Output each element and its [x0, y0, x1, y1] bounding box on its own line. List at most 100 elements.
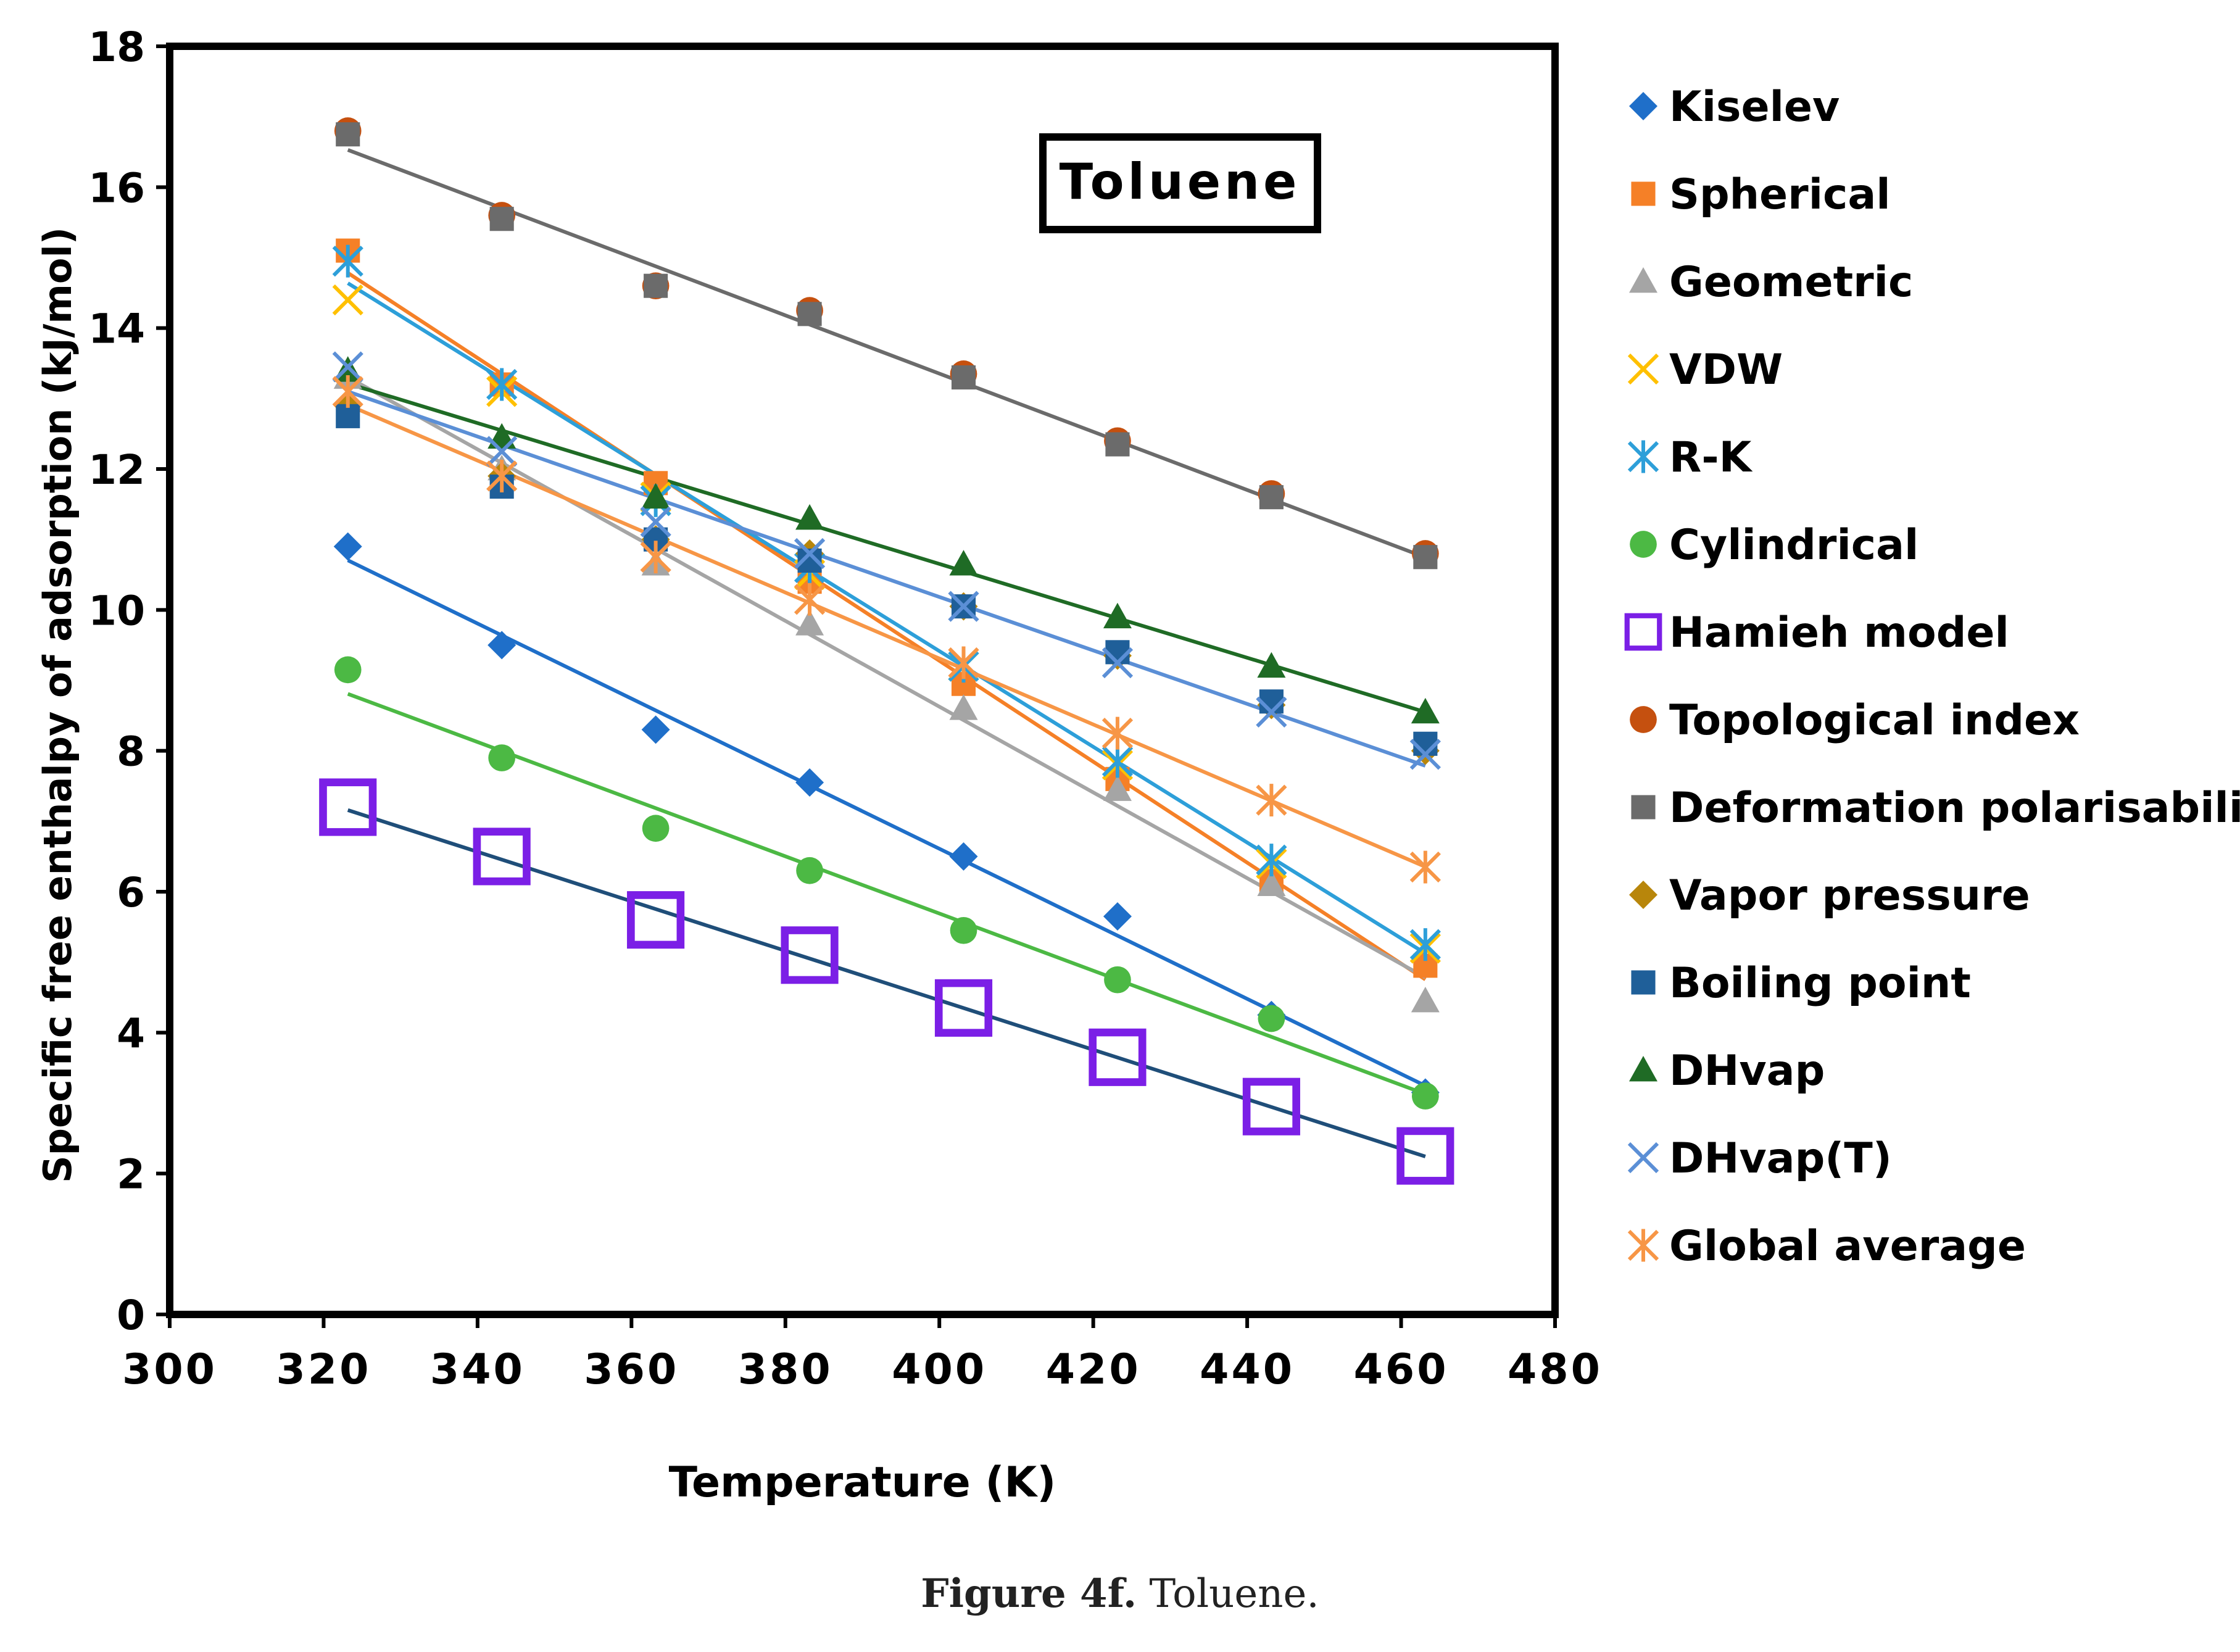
data-point-s14-8	[1409, 850, 1441, 884]
data-point-s9-7	[1259, 485, 1284, 510]
caption-text: Toluene.	[1149, 1571, 1319, 1617]
legend-marker-13	[1627, 1142, 1659, 1174]
data-point-s3-5	[949, 694, 978, 720]
data-point-s3-8	[1411, 986, 1440, 1013]
data-point-s9-3	[644, 273, 668, 298]
x-tick-label-7: 420	[1046, 1345, 1141, 1394]
x-tick-label-5: 380	[738, 1345, 833, 1394]
y-tick-label-7: 12	[88, 446, 145, 494]
legend-item-13: DHvap(T)	[1627, 1134, 1892, 1183]
data-point-s9-5	[951, 365, 976, 390]
y-tick-label-9: 16	[88, 164, 145, 212]
data-point-s5-7	[1256, 844, 1287, 877]
data-point-s12-3	[641, 483, 670, 509]
data-point-s7-5	[934, 979, 993, 1037]
data-point-s13-7	[1256, 696, 1287, 728]
legend-label-3: Geometric	[1669, 258, 1913, 307]
y-axis-title: Specific free enthalpy of adsorption (kJ…	[35, 227, 80, 1183]
data-point-s14-3	[640, 541, 671, 574]
legend-label-7: Hamieh model	[1669, 608, 2009, 657]
chart-title: Toluene	[1060, 153, 1301, 210]
trendline-14	[347, 403, 1427, 869]
legend-marker-8	[1630, 706, 1657, 733]
legend-item-8: Topological index	[1630, 696, 2080, 745]
data-point-s12-5	[949, 550, 978, 576]
legend-marker-1	[1629, 92, 1657, 120]
data-markers	[319, 117, 1454, 1185]
legend-label-6: Cylindrical	[1669, 521, 1919, 570]
x-tick-label-2: 320	[276, 1345, 371, 1394]
legend-item-9: Deformation polarisability	[1631, 784, 2240, 832]
legend-marker-5	[1627, 440, 1659, 473]
data-point-s7-1	[319, 778, 377, 836]
caption-label: Figure 4f.	[921, 1571, 1137, 1617]
y-tick-label-4: 6	[117, 869, 145, 916]
legend-label-2: Spherical	[1669, 170, 1891, 219]
data-point-s13-5	[948, 591, 979, 622]
data-point-s14-2	[486, 459, 518, 492]
trendline-12	[347, 381, 1426, 714]
data-point-s7-6	[1089, 1028, 1147, 1086]
legend-label-9: Deformation polarisability	[1669, 784, 2240, 832]
data-point-s5-8	[1409, 928, 1441, 961]
data-point-s12-4	[795, 504, 824, 530]
x-axis-title: Temperature (K)	[669, 1458, 1056, 1507]
y-tick-label-10: 18	[88, 23, 145, 71]
legend-marker-12	[1629, 1056, 1657, 1082]
legend-item-4: VDW	[1627, 346, 1783, 394]
legend-marker-6	[1630, 531, 1657, 558]
legend-label-11: Boiling point	[1669, 959, 1971, 1008]
legend-marker-9	[1631, 795, 1656, 820]
title-box	[1039, 133, 1321, 233]
data-point-s6-8	[1411, 1082, 1439, 1110]
y-tick-label-6: 10	[88, 587, 145, 634]
data-point-s6-3	[642, 815, 670, 842]
data-point-s13-4	[794, 538, 826, 570]
data-point-s14-6	[1101, 716, 1134, 750]
legend-item-2: Spherical	[1631, 170, 1891, 219]
trendline-13	[347, 389, 1426, 768]
trendlines	[347, 148, 1427, 1158]
legend-label-1: Kiselev	[1669, 83, 1840, 131]
data-point-s4-1	[332, 284, 363, 316]
data-point-s1-5	[949, 842, 978, 871]
legend-marker-4	[1627, 353, 1659, 385]
data-point-s6-4	[796, 857, 823, 884]
legend-item-12: DHvap	[1629, 1047, 1825, 1095]
data-point-s3-7	[1257, 870, 1286, 896]
y-tick-label-3: 4	[117, 1010, 145, 1057]
data-point-s13-1	[332, 351, 363, 383]
data-point-s9-8	[1413, 545, 1438, 570]
data-point-s5-6	[1101, 745, 1134, 778]
axes: 300 320 340 360 380 400 420 440 460 480 0 2 4 6 8 10 12 1…	[35, 23, 1600, 1507]
data-point-s3-4	[795, 610, 824, 636]
data-point-s13-3	[640, 506, 671, 538]
trendline-6	[347, 692, 1426, 1096]
data-point-s11-1	[336, 404, 360, 428]
data-point-s1-6	[1103, 902, 1132, 931]
data-point-s9-4	[797, 302, 822, 326]
legend-label-12: DHvap	[1669, 1047, 1825, 1095]
trendline-2	[347, 271, 1427, 981]
x-tick-label-8: 440	[1200, 1345, 1295, 1394]
data-point-s6-1	[334, 656, 362, 684]
data-point-s13-2	[486, 436, 518, 467]
data-point-s1-1	[333, 532, 362, 561]
plot-frame	[166, 43, 1559, 1318]
x-tick-label-3: 340	[430, 1345, 525, 1394]
y-tick-label-2: 2	[117, 1151, 145, 1198]
legend-marker-14	[1627, 1229, 1659, 1262]
data-point-s1-2	[487, 631, 516, 660]
legend-item-5: R-K	[1627, 433, 1753, 482]
trendline-3	[347, 375, 1427, 979]
data-point-s3-6	[1103, 775, 1132, 801]
legend-label-13: DHvap(T)	[1669, 1134, 1892, 1183]
x-tick-label-1: 300	[122, 1345, 217, 1394]
data-point-s14-5	[948, 646, 979, 679]
data-point-s12-6	[1103, 602, 1132, 629]
chart-title-box: Toluene	[1039, 133, 1321, 233]
data-point-s1-3	[641, 715, 670, 744]
data-point-s6-6	[1104, 966, 1131, 994]
data-point-s9-6	[1105, 432, 1130, 457]
